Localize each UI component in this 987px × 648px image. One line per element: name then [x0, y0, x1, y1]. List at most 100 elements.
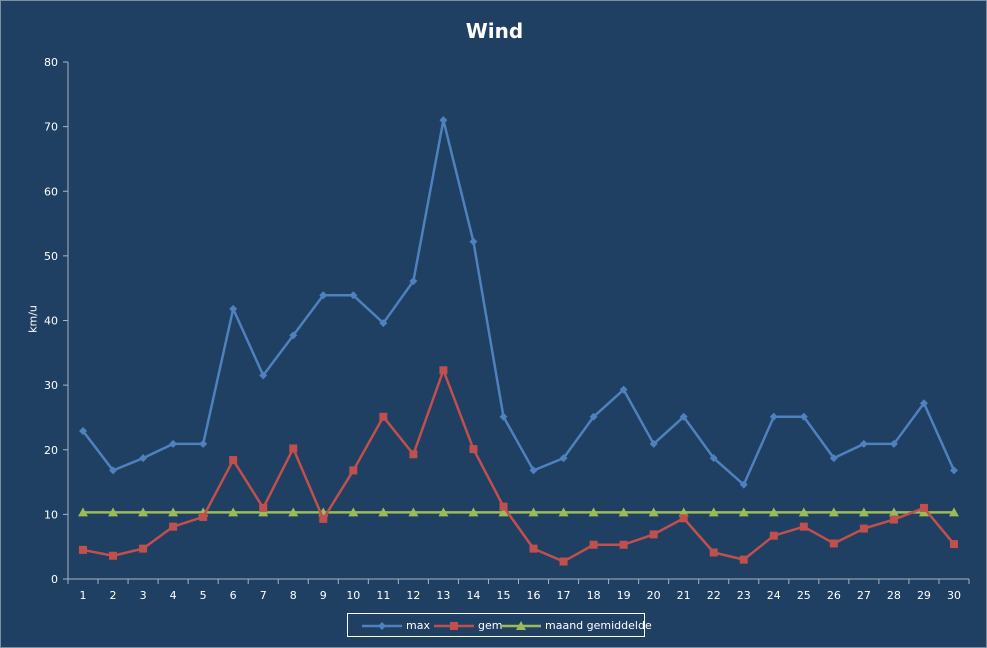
data-point: [679, 412, 688, 421]
data-point: [259, 503, 268, 512]
data-point: [918, 507, 929, 517]
x-tick-label: 14: [466, 589, 480, 602]
data-point: [889, 439, 898, 448]
y-tick-label: 40: [44, 315, 58, 328]
data-point: [739, 480, 748, 489]
data-point: [769, 531, 778, 540]
data-point: [709, 454, 718, 463]
x-tick-label: 15: [496, 589, 510, 602]
data-point: [559, 557, 568, 566]
data-point: [109, 466, 118, 475]
data-point: [139, 454, 148, 463]
data-point: [829, 539, 838, 548]
series-max: [79, 116, 958, 489]
data-point: [799, 412, 808, 421]
data-point: [229, 304, 238, 313]
data-point: [679, 514, 688, 523]
legend-label: max: [406, 619, 430, 632]
data-point: [648, 507, 659, 517]
data-point: [859, 524, 868, 533]
y-tick-label: 0: [51, 573, 58, 586]
x-tick-label: 16: [527, 589, 541, 602]
x-tick-label: 12: [406, 589, 420, 602]
data-point: [469, 237, 478, 246]
data-point: [349, 466, 358, 475]
data-point: [289, 331, 298, 340]
data-point: [858, 507, 869, 517]
data-point: [169, 522, 178, 531]
data-point: [619, 385, 628, 394]
data-point: [618, 507, 629, 517]
data-point: [409, 277, 418, 286]
series-gem: [79, 366, 958, 566]
data-point: [78, 507, 89, 517]
data-point: [828, 507, 839, 517]
data-point: [79, 545, 88, 554]
x-tick-label: 28: [887, 589, 901, 602]
legend-marker: [516, 621, 526, 630]
x-tick-label: 10: [346, 589, 360, 602]
data-point: [199, 512, 208, 521]
data-point: [709, 548, 718, 557]
data-point: [859, 439, 868, 448]
data-point: [529, 544, 538, 553]
data-point: [199, 439, 208, 448]
data-point: [949, 466, 958, 475]
data-point: [409, 450, 418, 459]
x-tick-label: 29: [917, 589, 931, 602]
data-point: [768, 507, 779, 517]
legend-label: maand gemiddelde: [545, 619, 652, 632]
x-tick-label: 7: [260, 589, 267, 602]
data-point: [468, 507, 479, 517]
data-point: [108, 507, 119, 517]
legend: max gem maand gemiddelde: [347, 613, 652, 637]
data-point: [588, 507, 599, 517]
data-point: [528, 507, 539, 517]
legend-marker: [450, 622, 458, 630]
x-tick-label: 6: [230, 589, 237, 602]
y-tick-label: 70: [44, 121, 58, 134]
data-point: [408, 507, 419, 517]
data-point: [889, 515, 898, 524]
x-tick-label: 19: [617, 589, 631, 602]
data-point: [498, 507, 509, 517]
x-tick-label: 13: [436, 589, 450, 602]
legend-swatch: [362, 622, 402, 630]
series-line: [82, 369, 955, 563]
chart-title: Wind: [465, 19, 524, 43]
data-point: [589, 540, 598, 549]
data-point: [109, 551, 118, 560]
data-point: [919, 399, 928, 408]
data-point: [438, 507, 449, 517]
x-tick-label: 3: [140, 589, 147, 602]
x-tick-label: 26: [827, 589, 841, 602]
data-point: [888, 507, 899, 517]
x-tick-label: 20: [647, 589, 661, 602]
x-tick-label: 8: [290, 589, 297, 602]
data-point: [798, 507, 809, 517]
legend-swatch: [501, 621, 541, 630]
x-tick-label: 24: [767, 589, 781, 602]
data-point: [348, 507, 359, 517]
data-point: [319, 514, 328, 523]
x-tick-label: 1: [80, 589, 87, 602]
data-point: [558, 507, 569, 517]
data-point: [259, 371, 268, 380]
data-point: [139, 544, 148, 553]
data-point: [79, 427, 88, 436]
x-tick-label: 27: [857, 589, 871, 602]
x-tick-label: 11: [376, 589, 390, 602]
data-point: [949, 540, 958, 549]
data-point: [678, 507, 689, 517]
x-tick-label: 18: [587, 589, 601, 602]
data-point: [708, 507, 719, 517]
x-tick-label: 23: [737, 589, 751, 602]
series-maand-gemiddelde: [78, 507, 959, 517]
x-tick-label: 9: [320, 589, 327, 602]
data-point: [829, 454, 838, 463]
x-tick-label: 21: [677, 589, 691, 602]
y-tick-label: 80: [44, 56, 58, 69]
data-point: [799, 522, 808, 531]
